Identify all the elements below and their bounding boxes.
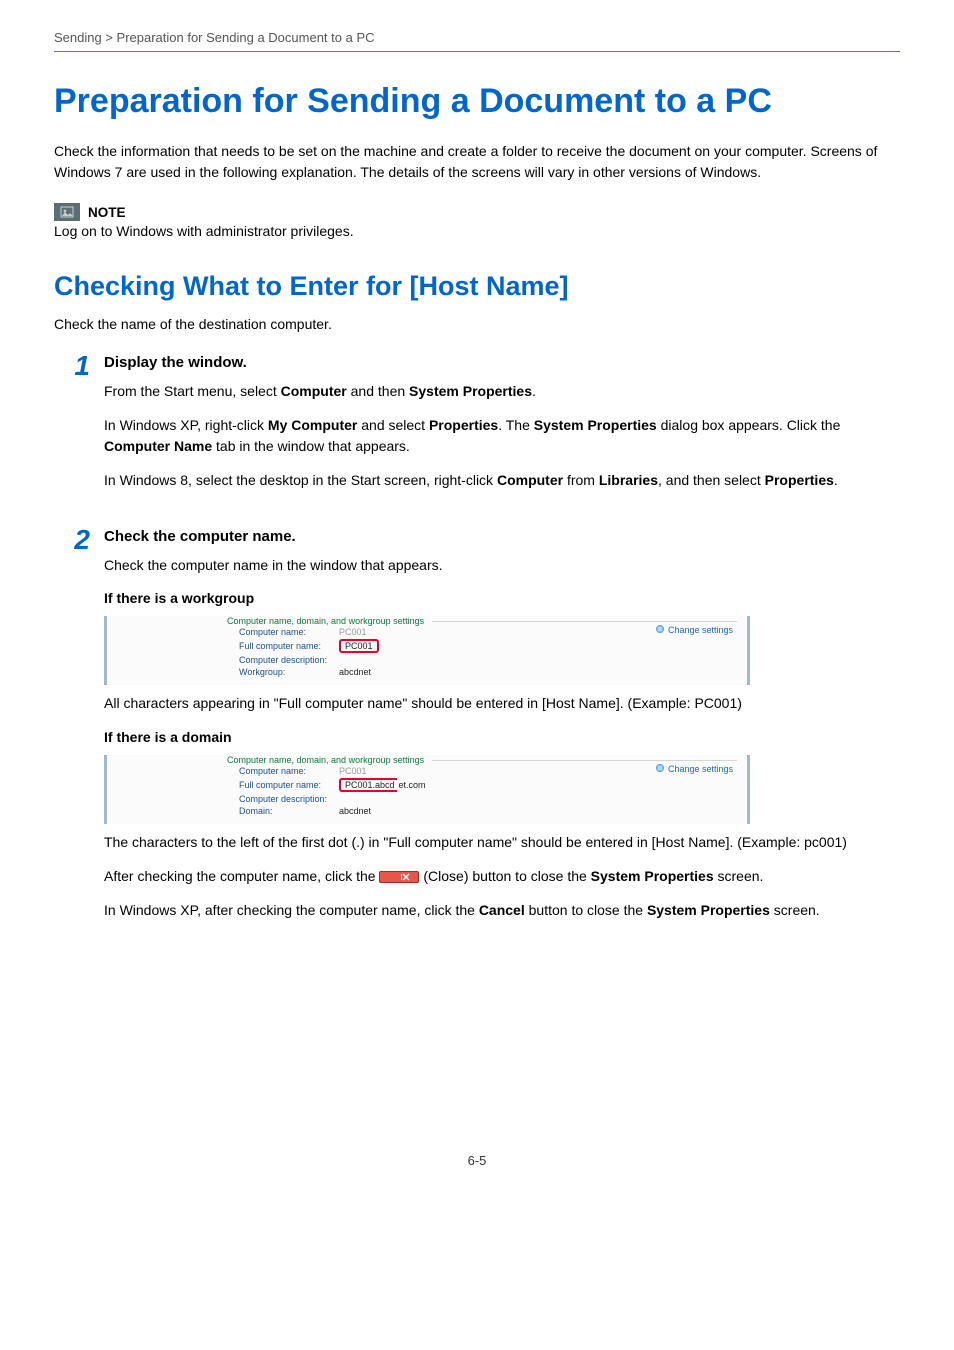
subhead-workgroup: If there is a workgroup xyxy=(104,590,900,606)
kv-label: Full computer name: xyxy=(239,780,339,790)
screenshot-domain: Computer name, domain, and workgroup set… xyxy=(104,755,750,824)
kv-value-partial-highlighted: PC001.abcdet.com xyxy=(339,778,426,792)
step-2: 2 Check the computer name. Check the com… xyxy=(54,526,900,933)
kv-value: abcdnet xyxy=(339,806,371,816)
kv-label: Computer description: xyxy=(239,655,339,665)
step-1-para-1: From the Start menu, select Computer and… xyxy=(104,381,900,403)
note-text: Log on to Windows with administrator pri… xyxy=(54,223,900,239)
step-2-para-1: Check the computer name in the window th… xyxy=(104,555,900,577)
step-1-para-2: In Windows XP, right-click My Computer a… xyxy=(104,415,900,458)
workgroup-explanation: All characters appearing in "Full comput… xyxy=(104,693,900,715)
kv-value: abcdnet xyxy=(339,667,371,677)
page-number: 6-5 xyxy=(54,1153,900,1168)
kv-label: Computer description: xyxy=(239,794,339,804)
step-1-para-3: In Windows 8, select the desktop in the … xyxy=(104,470,900,492)
close-icon xyxy=(379,871,419,883)
step-1-title: Display the window. xyxy=(104,354,900,371)
kv-label: Domain: xyxy=(239,806,339,816)
kv-value-highlighted: PC001 xyxy=(339,639,379,653)
screenshot-workgroup: Computer name, domain, and workgroup set… xyxy=(104,616,750,685)
note-icon xyxy=(54,203,80,221)
note-label-text: NOTE xyxy=(88,205,126,220)
step-1-number: 1 xyxy=(54,352,104,504)
change-settings-link-2[interactable]: Change settings xyxy=(655,763,733,774)
kv-value: PC001 xyxy=(339,627,367,637)
change-settings-link-1[interactable]: Change settings xyxy=(655,624,733,635)
kv-label: Workgroup: xyxy=(239,667,339,677)
note-label-row: NOTE xyxy=(54,203,900,221)
close-instruction: After checking the computer name, click … xyxy=(104,866,900,888)
section-lead: Check the name of the destination comput… xyxy=(54,316,900,332)
subhead-domain: If there is a domain xyxy=(104,729,900,745)
breadcrumb: Sending > Preparation for Sending a Docu… xyxy=(54,30,900,52)
step-2-title: Check the computer name. xyxy=(104,528,900,545)
kv-value: PC001 xyxy=(339,766,367,776)
section-title-h2: Checking What to Enter for [Host Name] xyxy=(54,271,900,302)
page-title-h1: Preparation for Sending a Document to a … xyxy=(54,82,900,121)
kv-label: Full computer name: xyxy=(239,641,339,651)
kv-label: Computer name: xyxy=(239,627,339,637)
intro-paragraph: Check the information that needs to be s… xyxy=(54,141,900,183)
step-1: 1 Display the window. From the Start men… xyxy=(54,352,900,504)
step-2-number: 2 xyxy=(54,526,104,933)
xp-close-instruction: In Windows XP, after checking the comput… xyxy=(104,900,900,922)
domain-explanation: The characters to the left of the first … xyxy=(104,832,900,854)
kv-label: Computer name: xyxy=(239,766,339,776)
